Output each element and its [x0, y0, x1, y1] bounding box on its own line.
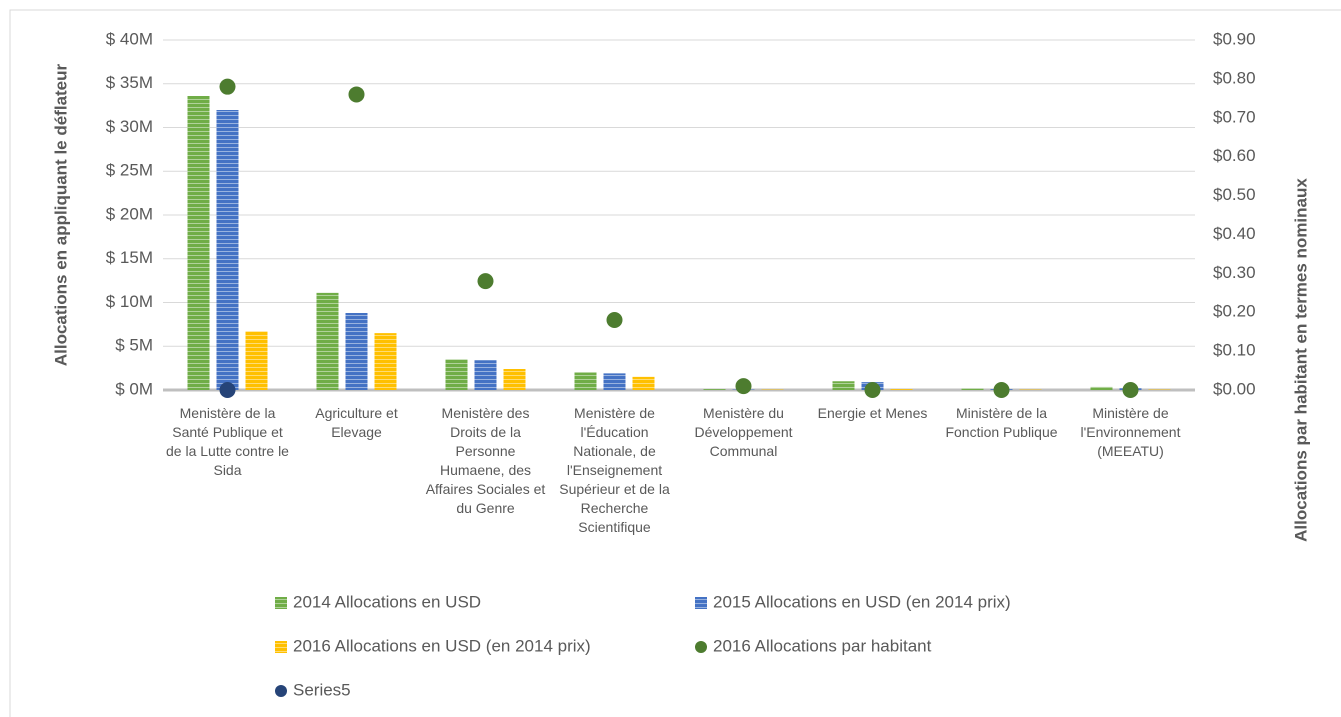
dot: [606, 312, 623, 328]
bar: [1090, 386, 1113, 390]
dot: [477, 273, 494, 290]
legend-label: 2014 Allocations en USD: [293, 592, 481, 611]
y-tick-label: $ 15M: [106, 248, 153, 267]
dot: [348, 86, 365, 103]
legend-label: 2015 Allocations en USD (en 2014 prix): [713, 592, 1011, 611]
bar: [316, 292, 339, 390]
bar: [374, 333, 397, 390]
y2-tick-label: $0.80: [1213, 68, 1256, 87]
x-tick-label: Ministère de l'Environnement (MEEATU): [1080, 405, 1181, 459]
x-tick-label: Menistère des Droits de la Personne Huma…: [425, 405, 546, 516]
legend-label: Series5: [293, 680, 351, 699]
bar: [445, 359, 468, 390]
bar: [832, 381, 855, 390]
y2-tick-label: $0.20: [1213, 302, 1256, 321]
y-tick-label: $ 30M: [106, 117, 153, 136]
y2-tick-label: $0.50: [1213, 185, 1256, 204]
y2-tick-label: $0.30: [1213, 263, 1256, 282]
y-tick-label: $ 5M: [115, 336, 153, 355]
x-tick-label: Menistère du Développement Communal: [694, 405, 793, 459]
y2-tick-label: $0.60: [1213, 146, 1256, 165]
bar: [603, 373, 626, 390]
y2-axis-title: Allocations par habitant en termes nomin…: [1291, 178, 1310, 542]
y-tick-label: $ 20M: [106, 204, 153, 223]
y-tick-label: $ 40M: [106, 29, 153, 48]
dot: [219, 78, 236, 95]
y-tick-label: $ 35M: [106, 73, 153, 92]
bar: [703, 389, 726, 390]
legend-swatch: [275, 597, 287, 609]
bar: [245, 331, 268, 390]
bar: [345, 313, 368, 390]
bar: [961, 388, 984, 390]
bar: [503, 369, 526, 390]
x-tick-label: Energie et Menes: [817, 405, 928, 421]
bar: [574, 372, 597, 390]
x-tick-label: Menistère de la Santé Publique et de la …: [166, 405, 289, 478]
bar: [216, 110, 239, 390]
dot: [993, 382, 1010, 398]
y-tick-label: $ 0M: [115, 379, 153, 398]
bar: [890, 389, 913, 390]
y2-tick-label: $0.00: [1213, 379, 1256, 398]
y-axis-title: Allocations en appliquant le déflateur: [51, 63, 70, 366]
y2-tick-label: $0.70: [1213, 107, 1256, 126]
x-tick-label: Ministère de la Fonction Publique: [945, 405, 1058, 440]
y-tick-label: $ 25M: [106, 161, 153, 180]
dot: [864, 382, 881, 398]
legend-swatch: [275, 641, 287, 653]
bar: [632, 376, 655, 390]
x-tick-label: Menistère de l'Éducation Nationale, de l…: [559, 405, 670, 535]
dot: [735, 378, 752, 395]
y2-tick-label: $0.40: [1213, 224, 1256, 243]
legend-label: 2016 Allocations par habitant: [713, 636, 932, 655]
bar: [187, 96, 210, 390]
legend-swatch: [695, 597, 707, 609]
legend-label: 2016 Allocations en USD (en 2014 prix): [293, 636, 591, 655]
y2-tick-label: $0.10: [1213, 341, 1256, 360]
legend-swatch: [275, 685, 287, 697]
legend-swatch: [695, 641, 707, 653]
chart-border: [9, 9, 1341, 717]
dot: [219, 382, 236, 398]
bar: [474, 360, 497, 390]
x-tick-label: Agriculture et Elevage: [315, 405, 398, 440]
dot: [1122, 382, 1139, 398]
y-tick-label: $ 10M: [106, 292, 153, 311]
y2-tick-label: $0.90: [1213, 29, 1256, 48]
